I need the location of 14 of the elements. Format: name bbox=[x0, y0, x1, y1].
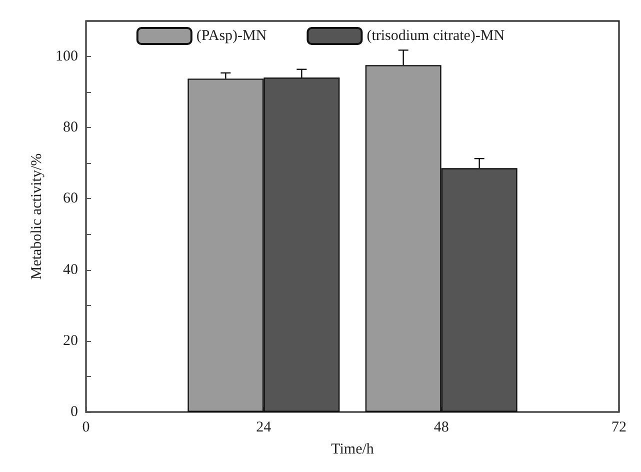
legend-label: (trisodium citrate)-MN bbox=[366, 28, 505, 44]
x-tick-label: 72 bbox=[612, 420, 626, 436]
x-axis-title: Time/h bbox=[331, 442, 374, 458]
y-tick-label: 0 bbox=[70, 404, 78, 420]
y-tick-label: 20 bbox=[63, 332, 78, 349]
legend-label: (PAsp)-MN bbox=[196, 28, 267, 44]
y-tick-label: 80 bbox=[63, 120, 78, 136]
y-tick-label: 100 bbox=[56, 48, 78, 65]
x-tick-label: 0 bbox=[82, 420, 90, 436]
y-axis-title: Metabolic activity/% bbox=[29, 153, 46, 280]
x-tick-label: 48 bbox=[434, 420, 449, 436]
x-tick-label: 24 bbox=[256, 420, 272, 436]
y-tick-label: 40 bbox=[63, 262, 78, 278]
y-tick-label: 60 bbox=[63, 190, 78, 207]
